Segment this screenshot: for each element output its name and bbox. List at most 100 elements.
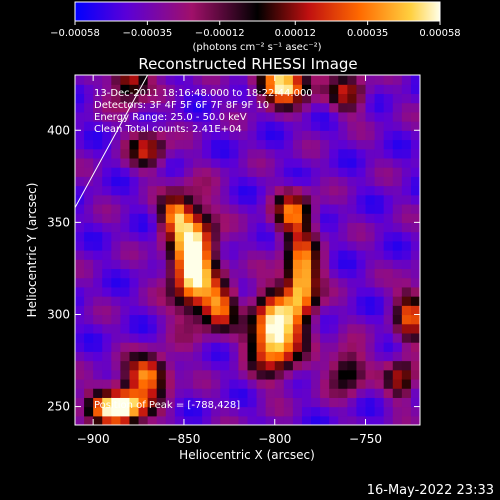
heatmap-cell: [347, 240, 358, 251]
heatmap-cell: [183, 378, 194, 389]
heatmap-cell: [75, 213, 85, 223]
heatmap-cell: [374, 102, 385, 113]
heatmap-cell: [111, 194, 121, 205]
heatmap-cell: [111, 222, 121, 233]
heatmap-cell: [147, 194, 158, 205]
heatmap-cell: [174, 277, 185, 288]
heatmap-cell: [383, 84, 394, 95]
heatmap-cell: [220, 268, 230, 279]
heatmap-cell: [120, 378, 131, 389]
heatmap-cell: [311, 222, 321, 233]
heatmap-cell: [392, 213, 403, 223]
heatmap-cell: [320, 111, 330, 122]
heatmap-cell: [383, 240, 394, 251]
heatmap-cell: [129, 388, 140, 398]
heatmap-cell: [165, 203, 176, 214]
heatmap-cell: [374, 415, 385, 425]
heatmap-cell: [138, 213, 149, 223]
heatmap-cell: [229, 157, 240, 168]
heatmap-cell: [120, 130, 131, 141]
heatmap-cell: [238, 332, 249, 343]
heatmap-cell: [274, 157, 285, 168]
heatmap-cell: [229, 406, 240, 417]
heatmap-cell: [75, 250, 85, 260]
heatmap-cell: [111, 323, 121, 334]
heatmap-cell: [147, 185, 158, 196]
heatmap-cell: [347, 139, 358, 150]
heatmap-cell: [265, 286, 276, 297]
heatmap-cell: [202, 378, 212, 389]
heatmap-cell: [156, 213, 167, 223]
heatmap-cell: [93, 111, 103, 122]
heatmap-cell: [93, 75, 103, 85]
heatmap-cell: [220, 378, 230, 389]
heatmap-cell: [265, 415, 276, 425]
heatmap-cell: [292, 130, 303, 141]
heatmap-cell: [238, 305, 249, 316]
heatmap-cell: [220, 259, 230, 270]
heatmap-cell: [238, 75, 249, 85]
heatmap-cell: [274, 194, 285, 205]
heatmap-cell: [193, 323, 203, 334]
heatmap-cell: [93, 194, 103, 205]
heatmap-cell: [365, 277, 376, 288]
heatmap-cell: [392, 296, 403, 306]
heatmap-cell: [301, 176, 312, 187]
heatmap-cell: [356, 130, 367, 141]
heatmap-cell: [338, 351, 348, 362]
heatmap-cell: [410, 139, 420, 150]
heatmap-cell: [102, 305, 112, 316]
x-tick-label: −850: [167, 432, 200, 446]
heatmap-cell: [365, 268, 376, 279]
heatmap-cell: [347, 323, 358, 334]
heatmap-cell: [193, 351, 203, 362]
heatmap-cell: [338, 369, 348, 380]
heatmap-cell: [292, 102, 303, 113]
heatmap-cell: [156, 240, 167, 251]
heatmap-cell: [93, 148, 103, 159]
heatmap-cell: [320, 84, 330, 95]
heatmap-cell: [93, 130, 103, 141]
heatmap-cell: [102, 194, 112, 205]
colorbar-tick-label: −0.00035: [123, 28, 173, 39]
heatmap-cell: [174, 351, 185, 362]
heatmap-cell: [274, 305, 285, 316]
heatmap-cell: [165, 167, 176, 177]
heatmap-cell: [392, 268, 403, 279]
heatmap-cell: [229, 222, 240, 233]
heatmap-cell: [401, 351, 412, 362]
heatmap-cell: [202, 75, 212, 85]
heatmap-cell: [374, 314, 385, 325]
heatmap-cell: [211, 305, 221, 316]
heatmap-cell: [129, 406, 140, 417]
heatmap-cell: [329, 305, 339, 316]
heatmap-cell: [374, 240, 385, 251]
heatmap-cell: [265, 139, 276, 150]
heatmap-cell: [174, 84, 185, 95]
heatmap-cell: [111, 185, 121, 196]
heatmap-cell: [301, 222, 312, 233]
heatmap-cell: [356, 250, 367, 260]
heatmap-cell: [329, 75, 339, 85]
footer-timestamp: 16-May-2022 23:33: [367, 483, 494, 498]
heatmap-cell: [211, 157, 221, 168]
heatmap-cell: [238, 369, 249, 380]
heatmap-cell: [138, 167, 149, 177]
heatmap-cell: [174, 130, 185, 141]
heatmap-cell: [120, 277, 131, 288]
heatmap-cell: [401, 139, 412, 150]
heatmap-cell: [247, 203, 258, 214]
heatmap-cell: [274, 93, 285, 104]
heatmap-cell: [392, 305, 403, 316]
heatmap-cell: [165, 231, 176, 242]
heatmap-cell: [356, 296, 367, 306]
heatmap-cell: [220, 222, 230, 233]
heatmap-cell: [120, 286, 131, 297]
heatmap-cell: [120, 102, 131, 113]
heatmap-cell: [147, 84, 158, 95]
heatmap-cell: [283, 250, 294, 260]
heatmap-cell: [202, 176, 212, 187]
heatmap-cell: [229, 130, 240, 141]
heatmap-cell: [410, 314, 420, 325]
heatmap-cell: [383, 378, 394, 389]
